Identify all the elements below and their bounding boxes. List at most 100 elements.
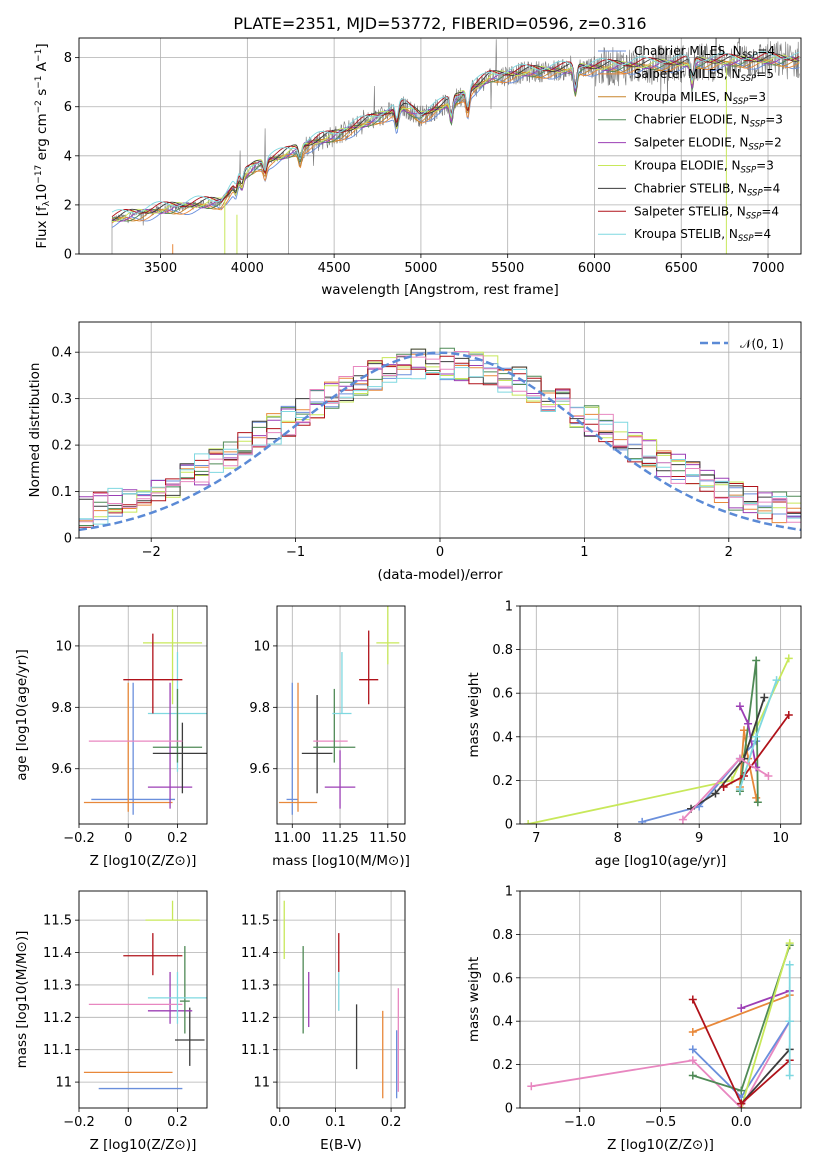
- weight-point-marker: [524, 820, 533, 824]
- spectrum-xtick-label: 5000: [404, 261, 437, 276]
- legend-entry-label: Salpeter STELIB, NSSP=4: [634, 204, 779, 221]
- weight_vs_age-frame-group: 7 8 9 10 0 0.2 0.4 0.6 0.8 1 age [log10(age/yr)] ma…: [466, 600, 802, 869]
- legend-entry-label: Salpeter ELODIE, NSSP=2: [634, 136, 782, 153]
- weight_vs_age-xtick-label: 9: [695, 831, 703, 846]
- spectrum-title: PLATE=2351, MJD=53772, FIBERID=0596, z=0…: [233, 14, 646, 33]
- ylabel-part: −2: [34, 100, 44, 113]
- weight-point-marker: [737, 1004, 746, 1013]
- age_vs_Z-ylabel: age [log10(age/yr)]: [14, 649, 30, 781]
- spectrum-frame-group: 3500 4000 4500 5000 5500 6000 6500 7000 0 2 4 6 8 Cha…: [34, 37, 802, 298]
- weight-series-line: [740, 1048, 791, 1105]
- mass_vs_Z-ytick-label: 11.4: [43, 946, 72, 961]
- legend-text: Kroupa MILES, N: [634, 90, 733, 104]
- weight_vs_Z-plot: [527, 939, 794, 1108]
- weight-point-marker: [753, 798, 762, 807]
- weight_vs_Z-ytick-label: 0.2: [492, 1058, 513, 1073]
- ylabel-part: s: [34, 89, 50, 100]
- weight-point-marker: [752, 656, 761, 665]
- weight_vs_age-ylabel: mass weight: [466, 672, 482, 757]
- mass_vs_Z-ytick-label: 11.3: [43, 978, 72, 993]
- weight_vs_Z-ylabel: mass weight: [466, 957, 482, 1042]
- legend-entry-label: Chabrier STELIB, NSSP=4: [634, 181, 780, 198]
- mass_vs_Z-ylabel: mass [log10(M/M⊙)]: [14, 931, 30, 1069]
- legend-n: =3: [748, 90, 766, 104]
- weight_vs_age-xtick-label: 7: [532, 831, 540, 846]
- weight_vs_age-plot: [524, 654, 793, 824]
- weight_vs_age-ytick-label: 1: [505, 600, 513, 615]
- weight_vs_Z-ytick-label: 0.6: [492, 971, 513, 986]
- mass_vs_Z-xtick-label: −0.2: [63, 1115, 95, 1130]
- weight-series-line: [682, 757, 769, 821]
- age_vs_mass-xlabel: mass [log10(M/M⊙)]: [272, 853, 410, 869]
- residuals-frame-group: −2 −1 0 1 2 0 0.1 0.2 0.3 0.4 𝒩(0, 1) (data-model)/…: [27, 321, 802, 583]
- legend-sub: SSP: [738, 234, 754, 244]
- spectrum-ytick-label: 0: [64, 248, 72, 263]
- weight-point-marker: [688, 1056, 697, 1065]
- legend-n: =4: [754, 227, 772, 241]
- mass_vs_EBV-ytick-label: 11.4: [241, 946, 270, 961]
- legend-text: Salpeter ELODIE, N: [634, 136, 748, 150]
- age_vs_Z-xtick-label: 0: [124, 831, 132, 846]
- mass_vs_EBV-axes: 0.0 0.1 0.2 11 11.1 11.2 11.3 11.4 11.5 E(B-V): [241, 890, 406, 1153]
- legend-n: =3: [756, 159, 774, 173]
- weight_vs_age-ytick-label: 0.4: [492, 730, 513, 745]
- weight-point-marker: [688, 1028, 697, 1037]
- weight_vs_age-ytick-label: 0.2: [492, 774, 513, 789]
- legend-sub: SSP: [746, 211, 762, 221]
- mass_vs_EBV-xtick-label: 0.1: [325, 1115, 346, 1130]
- weight-point-marker: [772, 676, 781, 685]
- legend-entry-label: Chabrier ELODIE, NSSP=3: [634, 113, 783, 130]
- age_vs_Z-frame-group: −0.2 0 0.2 9.6 9.8 10 Z [log10(Z/Z⊙)] age [log1…: [14, 605, 208, 869]
- mass_vs_EBV-plot: [283, 900, 399, 1099]
- ylabel-part: 10: [34, 184, 50, 201]
- spectrum-axes: 3500 4000 4500 5000 5500 6000 6500 7000 0 2 4 6 8 Cha…: [34, 37, 802, 298]
- legend-text: Chabrier MILES, N: [634, 44, 742, 58]
- mass_vs_Z-plot: [83, 900, 207, 1090]
- weight_vs_age-ytick-label: 0: [505, 818, 513, 833]
- weight_vs_age-xlabel: age [log10(age/yr)]: [595, 853, 727, 869]
- mass_vs_EBV-grid: [277, 891, 405, 1108]
- residuals-xtick-label: 2: [725, 545, 733, 560]
- mass_vs_EBV-frame: [276, 890, 406, 1109]
- mass_vs_EBV-frame-group: 0.0 0.1 0.2 11 11.1 11.2 11.3 11.4 11.5 E(B-V): [241, 890, 406, 1153]
- spectrum-ylabel-text: Flux [fλ10−17 erg cm−2 s−1 A−1]: [34, 43, 52, 248]
- spectrum-xlabel: wavelength [Angstrom, rest frame]: [321, 282, 559, 298]
- legend-sub: SSP: [750, 120, 766, 130]
- mass_vs_EBV-ytick-label: 11.3: [241, 978, 270, 993]
- legend-sub: SSP: [741, 166, 757, 176]
- weight-series-line: [740, 942, 791, 1108]
- weight-point-marker: [760, 693, 769, 702]
- spectrum-frame: [78, 37, 802, 255]
- weight-point-marker: [678, 815, 687, 824]
- ylabel-part: −17: [34, 165, 44, 184]
- legend-n: =4: [763, 181, 781, 195]
- model-spectrum-line: [111, 51, 800, 214]
- residuals-ytick-label: 0.3: [51, 392, 72, 407]
- residuals-axes: −2 −1 0 1 2 0 0.1 0.2 0.3 0.4 𝒩(0, 1) (data-model)/…: [27, 321, 802, 583]
- mass_vs_Z-frame-group: −0.2 0 0.2 11 11.1 11.2 11.3 11.4 11.5 Z [log10(Z…: [14, 890, 208, 1153]
- legend-n: =3: [765, 113, 783, 127]
- legend-n: =4: [757, 44, 775, 58]
- spectrum-xtick-label: 6000: [578, 261, 611, 276]
- weight_vs_Z-ytick-label: 0.4: [492, 1015, 513, 1030]
- model-spectrum-line: [111, 52, 800, 218]
- weight_vs_Z-ytick-label: 0.8: [492, 928, 513, 943]
- legend-text: Chabrier STELIB, N: [634, 181, 747, 195]
- legend-sub: SSP: [742, 51, 758, 61]
- weight_vs_age-frame: [519, 605, 802, 825]
- mass_vs_EBV-xlabel: E(B-V): [320, 1137, 362, 1153]
- mass_vs_Z-xlabel: Z [log10(Z/Z⊙)]: [90, 1137, 197, 1153]
- mass_vs_EBV-ytick-label: 11.2: [241, 1011, 270, 1026]
- legend-entry-label: Chabrier MILES, NSSP=4: [634, 44, 775, 61]
- weight-point-marker: [764, 772, 773, 781]
- weight-point-marker: [688, 995, 697, 1004]
- model-spectrum-line: [111, 60, 800, 228]
- age_vs_mass-ytick-label: 9.8: [249, 701, 270, 716]
- legend-text: Chabrier ELODIE, N: [634, 113, 750, 127]
- mass_vs_EBV-xtick-label: 0.0: [269, 1115, 290, 1130]
- residuals-xtick-label: −1: [286, 545, 305, 560]
- residual-histogram: [79, 363, 801, 525]
- legend-sub: SSP: [741, 74, 757, 84]
- weight-point-marker: [785, 1017, 794, 1026]
